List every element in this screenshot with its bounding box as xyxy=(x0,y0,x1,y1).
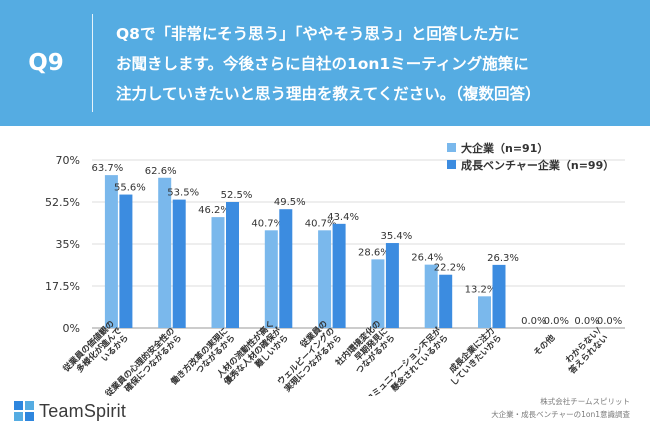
source-note: 株式会社チームスピリット 大企業・成長ベンチャーの1on1意識調査 xyxy=(491,395,630,421)
data-label: 49.5% xyxy=(274,197,306,208)
question-number: Q9 xyxy=(28,50,64,76)
header-divider xyxy=(92,14,93,112)
bar-large-company xyxy=(264,230,278,328)
data-label: 0.0% xyxy=(597,316,622,327)
bar-large-company xyxy=(371,259,385,328)
legend-label: 成長ベンチャー企業（n=99） xyxy=(461,158,614,172)
bar-venture-company xyxy=(385,243,399,328)
legend-swatch xyxy=(447,143,456,152)
data-label: 52.5% xyxy=(221,190,253,201)
source-company: 株式会社チームスピリット xyxy=(540,397,630,406)
bar-venture-company xyxy=(492,264,506,328)
bar-venture-company xyxy=(172,199,186,328)
data-label: 0.0% xyxy=(521,316,546,327)
bar-venture-company xyxy=(279,209,293,328)
data-label: 35.4% xyxy=(381,231,413,242)
data-label: 26.3% xyxy=(487,253,519,264)
bar-venture-company xyxy=(226,202,239,328)
brand-logo: TeamSpirit xyxy=(14,398,126,424)
brand-name: TeamSpirit xyxy=(39,400,127,421)
y-tick-label: 0% xyxy=(63,322,80,335)
bar-venture-company xyxy=(332,223,346,328)
bar-large-company xyxy=(104,175,118,328)
data-label: 43.4% xyxy=(327,212,359,223)
x-category-label: その他 xyxy=(531,332,557,358)
bar-large-company xyxy=(158,177,172,328)
bar-chart: 0% 17.5% 35% 52.5% 70% 63.7% 62.6% 46.2% 40.7% 40… xyxy=(45,141,625,396)
y-tick-label: 70% xyxy=(56,154,80,167)
data-label: 40.7% xyxy=(251,218,283,229)
source-survey: 大企業・成長ベンチャーの1on1意識調査 xyxy=(491,410,630,419)
data-label: 53.5% xyxy=(167,188,199,199)
x-category-label-line: その他 xyxy=(531,332,557,358)
data-label: 62.6% xyxy=(145,166,177,177)
data-label: 46.2% xyxy=(198,205,230,216)
bar-large-company xyxy=(211,217,225,328)
bar-large-company xyxy=(478,296,491,328)
question-text: Q8で「非常にそう思う」「ややそう思う」と回答した方に お聞きします。今後さらに… xyxy=(116,25,541,103)
bar-venture-company xyxy=(439,274,453,328)
data-label: 63.7% xyxy=(92,163,124,174)
bar-large-company xyxy=(424,264,438,328)
y-tick-label: 35% xyxy=(56,238,80,251)
data-label: 0.0% xyxy=(544,316,569,327)
question-header: Q9 Q8で「非常にそう思う」「ややそう思う」と回答した方に お聞きします。今後… xyxy=(0,0,650,126)
legend-swatch xyxy=(447,160,456,169)
data-label: 28.6% xyxy=(358,247,390,258)
y-tick-label: 17.5% xyxy=(45,280,80,293)
bar-venture-company xyxy=(119,194,133,328)
x-category-label: わからない/答えられない xyxy=(564,325,610,377)
data-label: 13.2% xyxy=(465,284,497,295)
data-label: 22.2% xyxy=(434,263,466,274)
bar-large-company xyxy=(318,230,332,328)
legend-label: 大企業（n=91） xyxy=(461,141,548,155)
data-label: 40.7% xyxy=(305,218,337,229)
data-label: 55.6% xyxy=(114,183,146,194)
data-label: 0.0% xyxy=(574,316,599,327)
teamspirit-logo-icon xyxy=(14,401,34,421)
y-tick-label: 52.5% xyxy=(45,196,80,209)
data-label: 26.4% xyxy=(411,253,443,264)
